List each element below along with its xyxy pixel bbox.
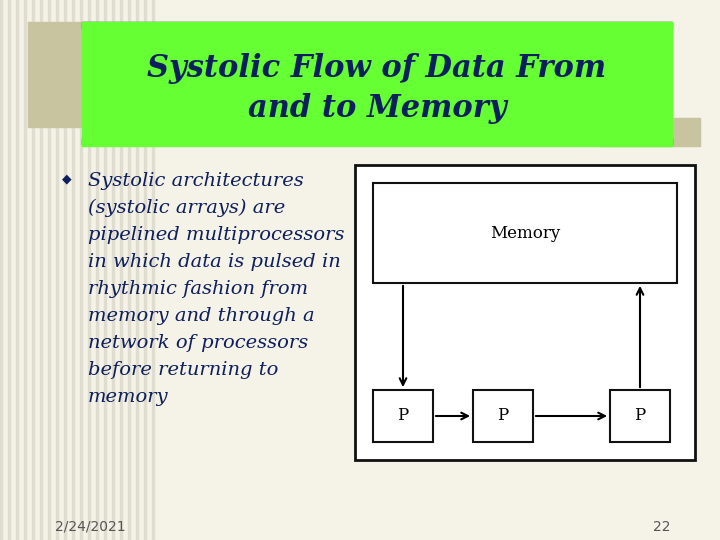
Bar — [473, 390, 533, 442]
Text: pipelined multiprocessors: pipelined multiprocessors — [88, 226, 344, 244]
Bar — [72, 0, 74, 540]
Bar — [80, 0, 82, 540]
Bar — [8, 0, 10, 540]
Bar — [373, 183, 677, 283]
Bar — [82, 22, 672, 29]
Bar — [48, 0, 50, 540]
Bar — [152, 0, 154, 540]
Text: memory: memory — [88, 388, 168, 406]
Bar — [0, 0, 2, 540]
Text: rhythmic fashion from: rhythmic fashion from — [88, 280, 308, 298]
Text: in which data is pulsed in: in which data is pulsed in — [88, 253, 341, 271]
Bar — [144, 0, 146, 540]
Text: ◆: ◆ — [62, 172, 71, 185]
Text: before returning to: before returning to — [88, 361, 279, 379]
Bar — [40, 0, 42, 540]
Bar — [112, 0, 114, 540]
Bar — [16, 0, 18, 540]
Bar — [104, 0, 106, 540]
Text: network of processors: network of processors — [88, 334, 308, 352]
Bar — [32, 0, 34, 540]
Text: (systolic arrays) are: (systolic arrays) are — [88, 199, 285, 217]
Bar — [355, 165, 695, 460]
Bar — [136, 0, 138, 540]
Text: and to Memory: and to Memory — [248, 92, 506, 124]
Bar — [88, 0, 90, 540]
Bar — [120, 0, 122, 540]
Bar — [600, 118, 700, 146]
Bar — [56, 0, 58, 540]
Text: memory and through a: memory and through a — [88, 307, 315, 325]
Bar — [128, 0, 130, 540]
Text: 22: 22 — [652, 520, 670, 534]
Bar — [82, 138, 672, 145]
Bar — [28, 22, 100, 127]
Bar — [610, 390, 670, 442]
Text: Systolic architectures: Systolic architectures — [88, 172, 304, 190]
Bar — [373, 390, 433, 442]
Text: 2/24/2021: 2/24/2021 — [55, 520, 125, 534]
Text: P: P — [498, 408, 508, 424]
Bar — [96, 0, 98, 540]
Text: P: P — [634, 408, 646, 424]
Text: Systolic Flow of Data From: Systolic Flow of Data From — [148, 52, 606, 84]
Bar — [82, 22, 672, 146]
Text: Memory: Memory — [490, 225, 560, 241]
Bar — [24, 0, 26, 540]
Bar — [64, 0, 66, 540]
Text: P: P — [397, 408, 409, 424]
